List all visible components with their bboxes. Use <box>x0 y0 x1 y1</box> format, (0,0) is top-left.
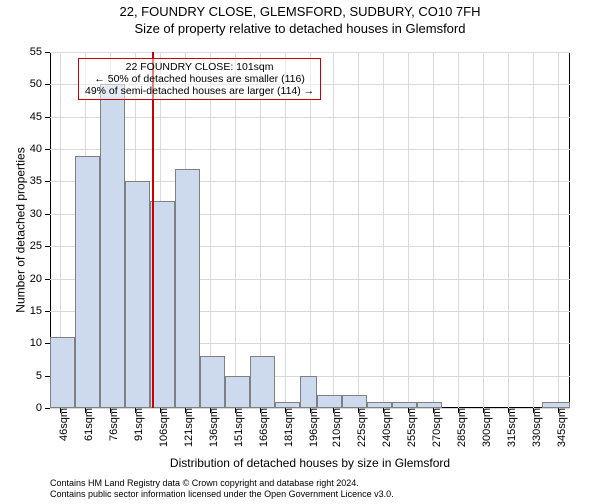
xtick-label: 196sqm <box>300 408 320 447</box>
y-axis-label: Number of detached properties <box>14 52 28 408</box>
footer-attribution: Contains HM Land Registry data © Crown c… <box>50 478 394 501</box>
ytick-label: 10 <box>30 337 50 349</box>
annotation-line3: 49% of semi-detached houses are larger (… <box>85 85 314 97</box>
gridline-v <box>285 52 286 408</box>
ytick-label: 50 <box>30 78 50 90</box>
x-axis-label: Distribution of detached houses by size … <box>50 456 570 470</box>
gridline-v <box>210 52 211 408</box>
histogram-bar <box>300 376 317 408</box>
histogram-bar <box>125 181 150 408</box>
gridline-v <box>558 52 559 408</box>
ytick-label: 30 <box>30 208 50 220</box>
reference-line <box>152 52 154 408</box>
chart-title-address: 22, FOUNDRY CLOSE, GLEMSFORD, SUDBURY, C… <box>0 4 600 19</box>
footer-line2: Contains public sector information licen… <box>50 489 394 500</box>
plot-area: 051015202530354045505546sqm61sqm76sqm91s… <box>50 52 570 408</box>
xtick-label: 181sqm <box>275 408 295 447</box>
xtick-label: 151sqm <box>225 408 245 447</box>
ytick-label: 35 <box>30 175 50 187</box>
ytick-label: 45 <box>30 111 50 123</box>
axis-right <box>569 52 570 408</box>
gridline-v <box>483 52 484 408</box>
annotation-line2: ← 50% of detached houses are smaller (11… <box>85 73 314 85</box>
gridline-v <box>433 52 434 408</box>
xtick-label: 270sqm <box>423 408 443 447</box>
gridline-v <box>408 52 409 408</box>
ytick-label: 20 <box>30 273 50 285</box>
gridline-v <box>508 52 509 408</box>
annotation-line1: 22 FOUNDRY CLOSE: 101sqm <box>85 61 314 73</box>
histogram-bar <box>250 356 275 408</box>
xtick-label: 121sqm <box>175 408 195 447</box>
gridline-v <box>235 52 236 408</box>
xtick-label: 76sqm <box>100 408 120 441</box>
xtick-label: 330sqm <box>523 408 543 447</box>
histogram-bar <box>50 337 75 408</box>
histogram-bar <box>542 402 570 408</box>
xtick-label: 240sqm <box>373 408 393 447</box>
xtick-label: 136sqm <box>200 408 220 447</box>
histogram-bar <box>200 356 225 408</box>
histogram-bar <box>342 395 367 408</box>
gridline-v <box>333 52 334 408</box>
xtick-label: 166sqm <box>250 408 270 447</box>
gridline-v <box>260 52 261 408</box>
xtick-label: 345sqm <box>548 408 568 447</box>
histogram-bar <box>275 402 300 408</box>
ytick-label: 0 <box>36 402 50 414</box>
histogram-bar <box>100 84 125 408</box>
xtick-label: 255sqm <box>398 408 418 447</box>
annotation-box: 22 FOUNDRY CLOSE: 101sqm← 50% of detache… <box>78 58 321 100</box>
gridline-v <box>533 52 534 408</box>
gridline-v <box>358 52 359 408</box>
gridline-v <box>310 52 311 408</box>
ytick-label: 5 <box>36 370 50 382</box>
xtick-label: 300sqm <box>473 408 493 447</box>
xtick-label: 61sqm <box>75 408 95 441</box>
histogram-bar <box>225 376 250 408</box>
histogram-bar <box>417 402 442 408</box>
gridline-v <box>458 52 459 408</box>
chart-title-desc: Size of property relative to detached ho… <box>0 21 600 36</box>
gridline-v <box>383 52 384 408</box>
footer-line1: Contains HM Land Registry data © Crown c… <box>50 478 394 489</box>
ytick-label: 15 <box>30 305 50 317</box>
histogram-bar <box>367 402 392 408</box>
ytick-label: 40 <box>30 143 50 155</box>
histogram-bar <box>75 156 100 408</box>
xtick-label: 91sqm <box>125 408 145 441</box>
xtick-label: 225sqm <box>348 408 368 447</box>
ytick-label: 55 <box>30 46 50 58</box>
xtick-label: 315sqm <box>498 408 518 447</box>
histogram-bar <box>150 201 175 408</box>
histogram-bar <box>175 169 200 408</box>
histogram-bar <box>317 395 342 408</box>
histogram-bar <box>392 402 417 408</box>
ytick-label: 25 <box>30 240 50 252</box>
xtick-label: 46sqm <box>50 408 70 441</box>
xtick-label: 210sqm <box>323 408 343 447</box>
xtick-label: 106sqm <box>150 408 170 447</box>
xtick-label: 285sqm <box>448 408 468 447</box>
